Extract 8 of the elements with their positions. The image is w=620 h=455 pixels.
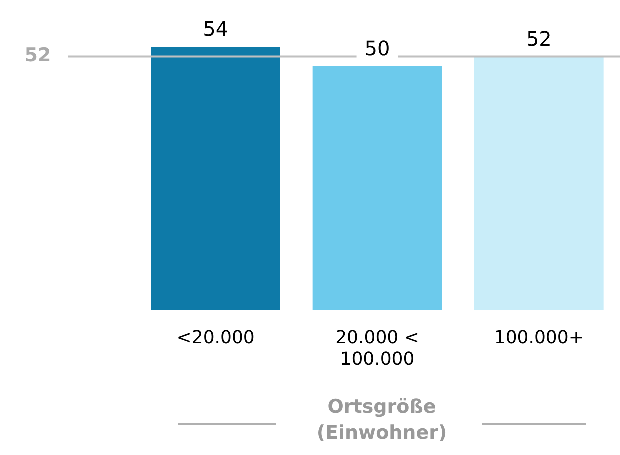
data-label: 54: [203, 17, 229, 42]
data-label: 50: [364, 36, 390, 61]
x-tick-label: 100.000+: [494, 327, 584, 348]
x-axis-title: Ortsgröße (Einwohner): [316, 395, 448, 446]
x-tick-label: <20.000: [176, 327, 255, 348]
ref-line-label: 52: [24, 44, 52, 67]
data-label: 52: [526, 26, 552, 51]
x-tick-label: 20.000 < 100.000: [336, 327, 420, 370]
